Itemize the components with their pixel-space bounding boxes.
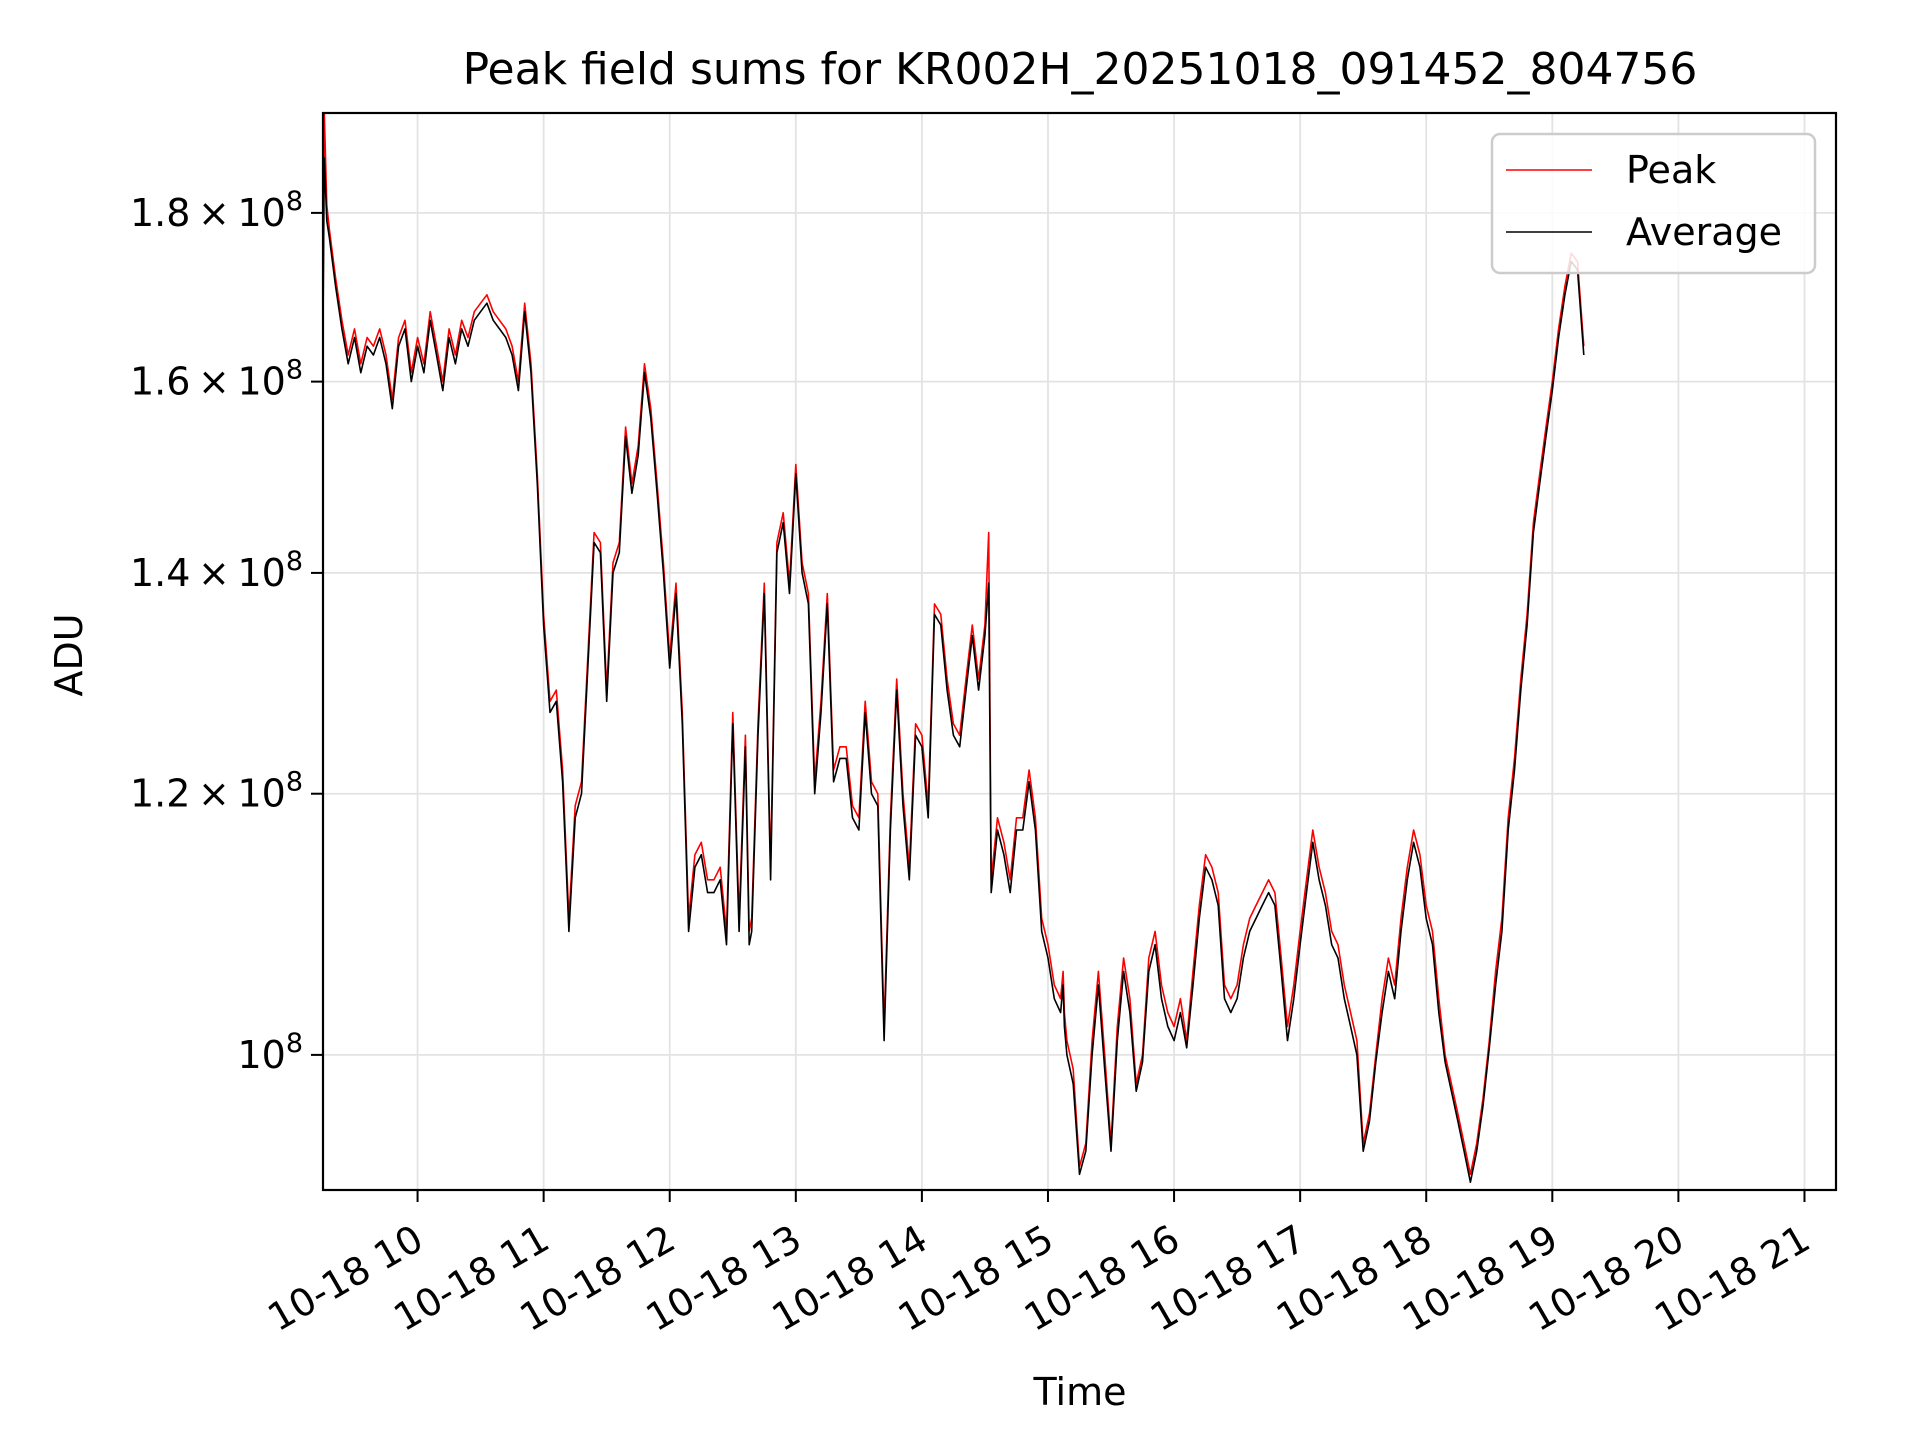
y-axis-label: ADU: [47, 613, 91, 696]
legend-label-average: Average: [1626, 210, 1782, 254]
series-layer: [322, 112, 1585, 1183]
legend-box: [1490, 132, 1817, 275]
series-line-average: [322, 157, 1585, 1183]
y-tick-label: 1.2 × 108: [130, 767, 303, 816]
plot-frame: [321, 111, 1838, 1192]
y-tick-label: 108: [237, 1028, 303, 1077]
legend: Peak Average: [1490, 132, 1817, 275]
chart-title: Peak field sums for KR002H_20251018_0914…: [463, 44, 1698, 95]
y-tick-label: 1.4 × 108: [130, 546, 303, 595]
x-axis-label: Time: [1033, 1370, 1127, 1414]
grid: [323, 113, 1836, 1190]
y-tick-label: 1.6 × 108: [130, 355, 303, 404]
y-axis: 108 1.2 × 108 1.4 × 108 1.6 × 108 1.8 × 108: [130, 186, 323, 1077]
y-tick-label: 1.8 × 108: [130, 186, 303, 235]
series-line-peak: [322, 112, 1585, 1176]
legend-label-peak: Peak: [1626, 148, 1716, 192]
